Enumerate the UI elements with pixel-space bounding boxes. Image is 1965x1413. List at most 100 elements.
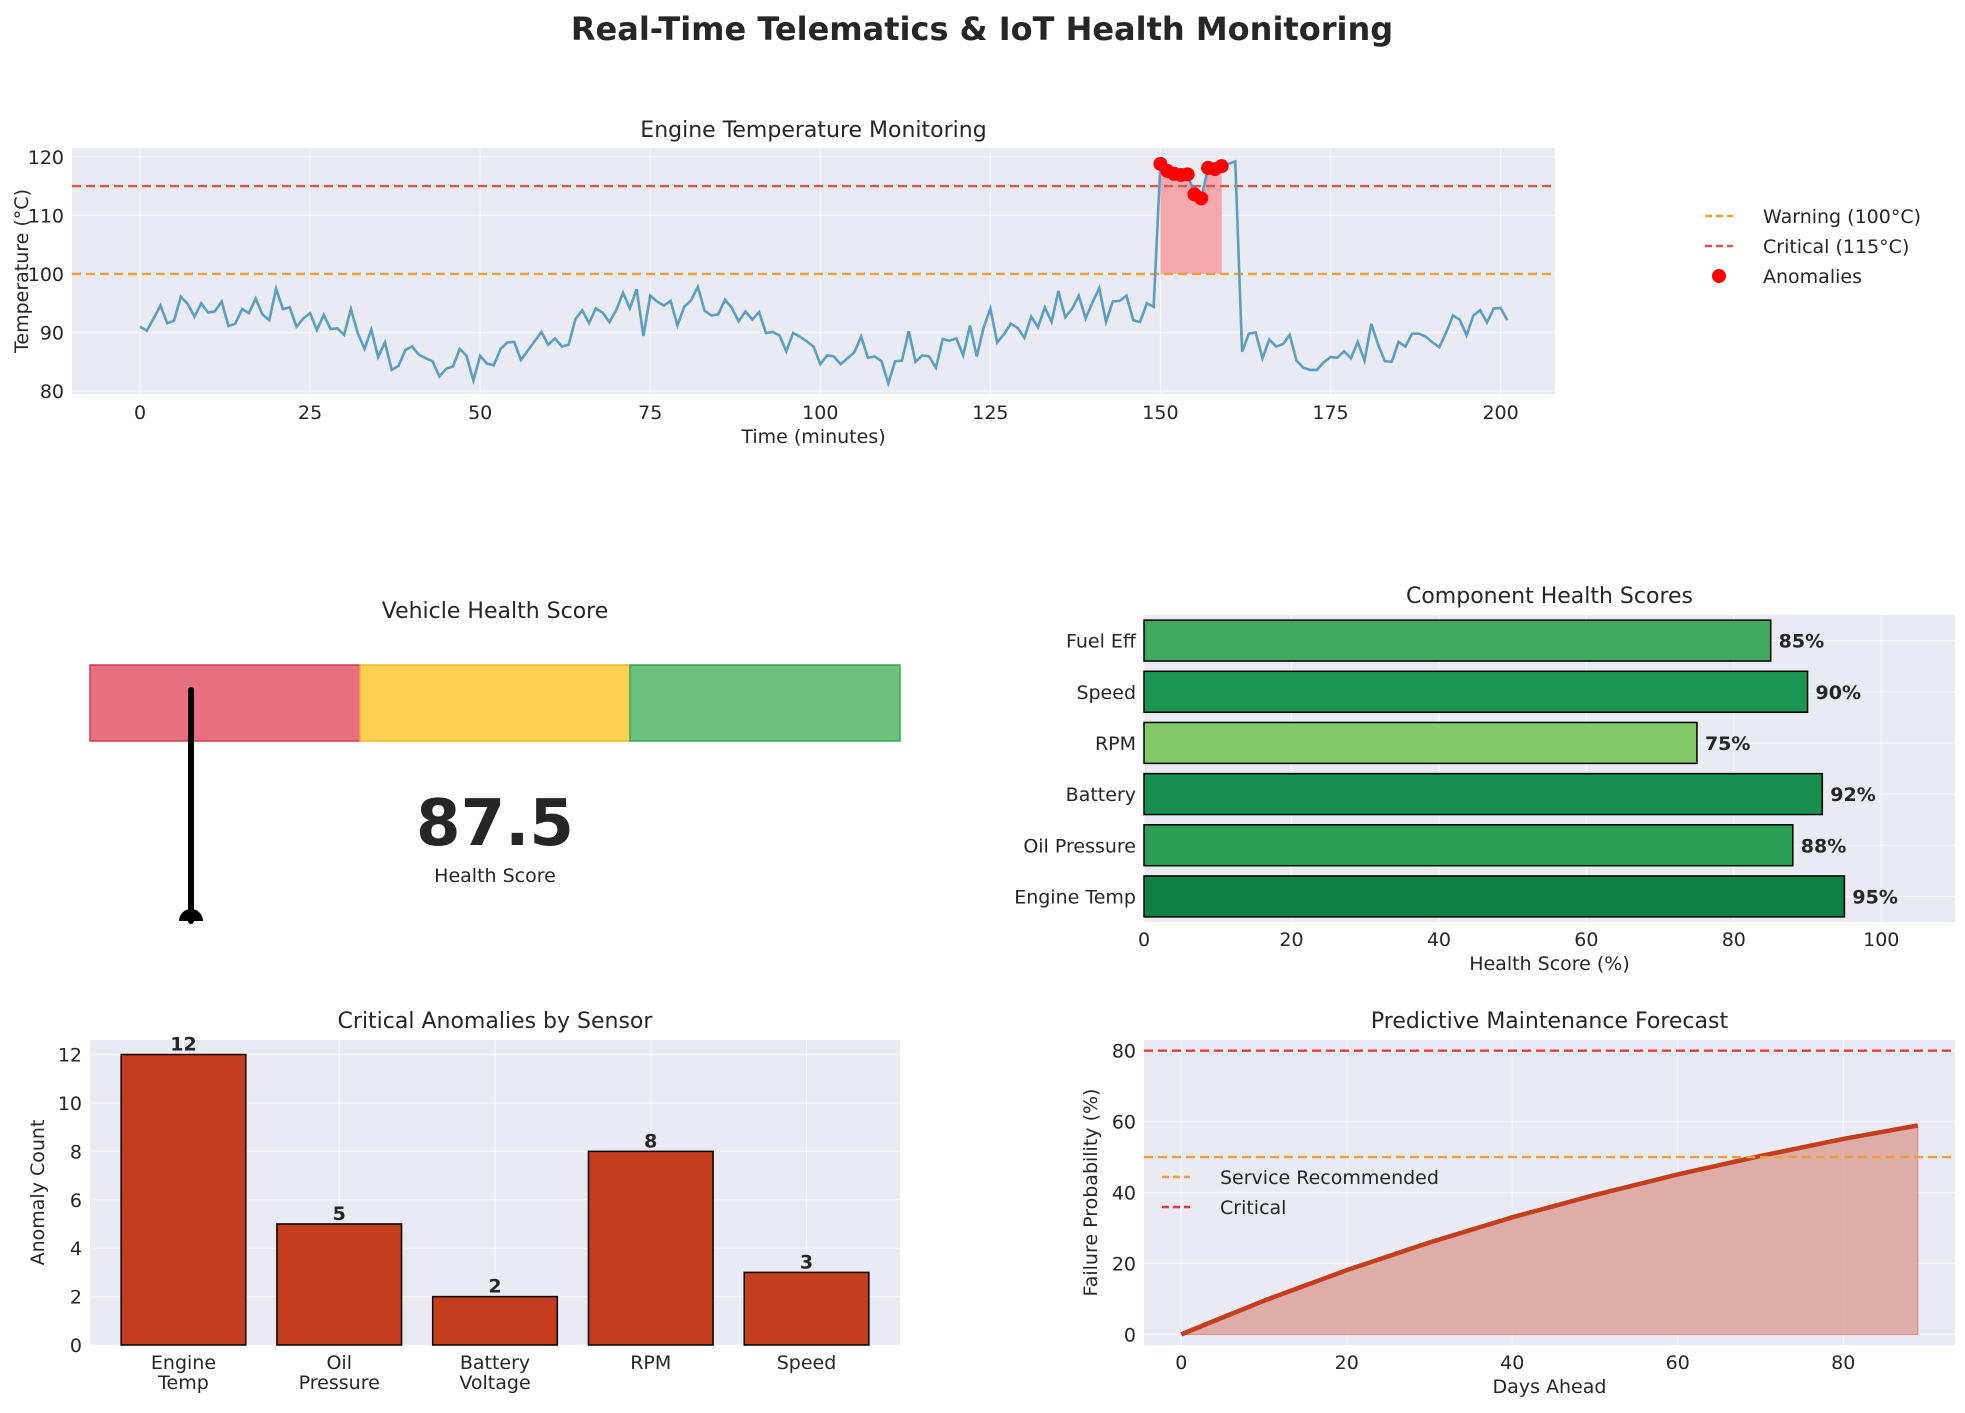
x-tick-label: 40 (1427, 929, 1451, 951)
y-tick-label: 120 (28, 147, 64, 169)
plot-area (72, 148, 1555, 394)
y-tick-label: 110 (28, 205, 64, 227)
x-tick-label: 75 (638, 402, 662, 424)
x-tick-label: Voltage (459, 1372, 530, 1394)
temperature-series-line (139, 159, 1509, 388)
legend-label: Warning (100°C) (1763, 206, 1921, 228)
x-tick-label: 100 (1863, 929, 1899, 951)
y-tick-label: 10 (58, 1093, 82, 1115)
y-axis-label: Anomaly Count (27, 1120, 49, 1266)
legend-label: Anomalies (1763, 266, 1862, 288)
y-tick-label: 100 (28, 264, 64, 286)
chart-title: Critical Anomalies by Sensor (338, 1009, 654, 1034)
bar-value-label: 12 (170, 1034, 196, 1056)
x-tick-label: Oil (326, 1352, 352, 1374)
chart-title: Engine Temperature Monitoring (640, 118, 986, 143)
y-tick-label: 90 (40, 323, 64, 345)
x-tick-label: 20 (1279, 929, 1303, 951)
x-tick-label: Battery (460, 1352, 530, 1374)
chart-title: Predictive Maintenance Forecast (1371, 1009, 1729, 1034)
anomaly-point (1180, 167, 1195, 182)
bar-value-label: 2 (488, 1276, 501, 1298)
y-tick-label: Oil Pressure (1023, 835, 1136, 857)
component-bar (1143, 772, 1824, 816)
component-bar (1143, 619, 1772, 662)
x-tick-label: 0 (134, 402, 146, 424)
legend-label: Critical (115°C) (1763, 236, 1909, 258)
gauge-band (89, 664, 361, 742)
x-tick-label: 150 (1142, 402, 1178, 424)
y-tick-label: 0 (1124, 1324, 1136, 1346)
y-tick-label: Battery (1066, 784, 1136, 806)
x-tick-label: 40 (1500, 1352, 1524, 1374)
bar-value-label: 85% (1779, 631, 1824, 653)
component-health-chart: 0 20 40 60 80 100 95% Engine Temp 88% Oil Pressur… (1014, 584, 1955, 975)
y-tick-label: Engine Temp (1014, 886, 1136, 908)
health-score-value: 87.5 (416, 787, 574, 861)
bar-value-label: 92% (1830, 784, 1875, 806)
chart-title: Vehicle Health Score (382, 599, 609, 624)
bar-value-label: 75% (1705, 733, 1750, 755)
x-tick-label: 125 (972, 402, 1008, 424)
y-tick-label: 6 (70, 1190, 82, 1212)
anomaly-count-bar (431, 1295, 559, 1346)
y-tick-label: 0 (70, 1335, 82, 1357)
x-tick-label: Pressure (299, 1372, 380, 1394)
component-bar (1143, 670, 1809, 713)
legend-label: Critical (1220, 1197, 1286, 1219)
x-axis-label: Health Score (%) (1469, 953, 1630, 975)
y-tick-label: 80 (40, 381, 64, 403)
x-tick-label: 0 (1175, 1352, 1187, 1374)
y-tick-label: 60 (1112, 1112, 1136, 1134)
maintenance-forecast-chart: 0 20 40 60 80 0 20 40 60 80 Predictive Maintenance… (1080, 1009, 1955, 1398)
component-bar (1143, 824, 1794, 867)
y-tick-label: 20 (1112, 1253, 1136, 1275)
anomaly-point (1194, 191, 1209, 206)
y-tick-label: 40 (1112, 1183, 1136, 1205)
y-tick-label: 80 (1112, 1041, 1136, 1063)
legend-label: Service Recommended (1220, 1167, 1439, 1189)
failure-probability-line (1180, 1123, 1919, 1337)
x-tick-label: 0 (1138, 929, 1150, 951)
engine-temperature-chart: 0 25 50 75 100 125 150 175 200 80 90 100 110 120 Engin… (11, 118, 1921, 448)
x-tick-label: 25 (298, 402, 322, 424)
bar-value-label: 88% (1801, 835, 1846, 857)
y-tick-label: RPM (1095, 733, 1136, 755)
y-tick-label: 2 (70, 1287, 82, 1309)
anomaly-count-bar (120, 1053, 247, 1346)
health-score-label: Health Score (434, 865, 556, 887)
y-axis-label: Temperature (°C) (11, 189, 33, 354)
plot-area (1144, 615, 1955, 922)
bar-value-label: 90% (1816, 682, 1861, 704)
bar-value-label: 8 (644, 1130, 657, 1152)
anomaly-count-bar (276, 1223, 403, 1346)
x-tick-label: Temp (157, 1372, 209, 1394)
y-axis-label: Failure Probability (%) (1080, 1089, 1102, 1297)
gauge-band (629, 664, 901, 742)
bar-value-label: 95% (1852, 886, 1897, 908)
bar-value-label: 5 (333, 1203, 346, 1225)
anomaly-count-bar (587, 1150, 714, 1346)
bar-value-label: 3 (800, 1251, 813, 1273)
x-tick-label: RPM (630, 1352, 671, 1374)
gauge-band (359, 664, 631, 742)
anomaly-fill-area (1160, 163, 1222, 274)
y-tick-label: Fuel Eff (1066, 631, 1137, 653)
x-tick-label: 60 (1574, 929, 1598, 951)
y-tick-label: 8 (70, 1141, 82, 1163)
y-tick-label: 4 (70, 1238, 82, 1260)
component-bar (1143, 875, 1846, 918)
x-tick-label: 80 (1722, 929, 1746, 951)
x-tick-label: 50 (468, 402, 492, 424)
x-tick-label: Engine (151, 1352, 216, 1374)
x-tick-label: 60 (1666, 1352, 1690, 1374)
vehicle-health-gauge: Vehicle Health Score 87.5 Health Score (89, 599, 901, 924)
y-tick-label: 12 (58, 1045, 82, 1067)
x-tick-label: 100 (802, 402, 838, 424)
dashboard-title: Real-Time Telematics & IoT Health Monito… (571, 10, 1393, 48)
anomaly-count-bar (743, 1271, 870, 1346)
x-tick-label: 175 (1312, 402, 1348, 424)
legend-swatch (1712, 269, 1726, 283)
